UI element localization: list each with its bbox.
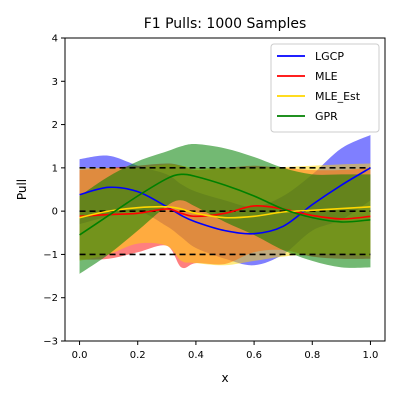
x-tick-label: 0.8 — [304, 350, 320, 361]
y-tick-label: 4 — [52, 34, 58, 45]
y-tick-label: −2 — [43, 293, 58, 304]
legend-label: GPR — [315, 110, 338, 123]
chart-title: F1 Pulls: 1000 Samples — [144, 16, 307, 32]
x-tick-label: 0.6 — [246, 350, 262, 361]
legend-label: MLE — [315, 70, 338, 83]
band-gpr — [79, 143, 371, 274]
legend-label: LGCP — [315, 50, 344, 63]
y-tick-label: −1 — [43, 250, 58, 261]
x-axis-ticks: 0.0 0.2 0.4 0.6 0.8 1.0 — [72, 341, 379, 361]
plot-frame — [64, 37, 386, 342]
y-axis-ticks: −3 −2 −1 0 1 2 3 4 — [43, 34, 65, 348]
legend-label: MLE_Est — [315, 90, 361, 103]
line-lgcp — [79, 167, 371, 235]
y-axis-label: Pull — [15, 179, 29, 200]
x-axis-label: x — [221, 371, 228, 385]
x-tick-label: 0.2 — [130, 350, 146, 361]
y-tick-label: 3 — [52, 77, 58, 88]
confidence-bands — [79, 134, 371, 274]
x-tick-label: 0.4 — [188, 350, 204, 361]
legend: LGCP MLE MLE_Est GPR — [270, 43, 380, 133]
reference-lines — [79, 167, 371, 256]
x-tick-label: 0.0 — [72, 350, 88, 361]
y-tick-label: 0 — [52, 207, 58, 218]
series-lines — [79, 167, 371, 236]
line-mle-est — [79, 205, 371, 219]
y-tick-label: 2 — [52, 120, 58, 131]
x-tick-label: 1.0 — [363, 350, 379, 361]
line-gpr — [79, 173, 371, 236]
y-tick-label: −3 — [43, 337, 58, 348]
y-tick-label: 1 — [52, 163, 58, 174]
legend-box — [270, 43, 380, 133]
